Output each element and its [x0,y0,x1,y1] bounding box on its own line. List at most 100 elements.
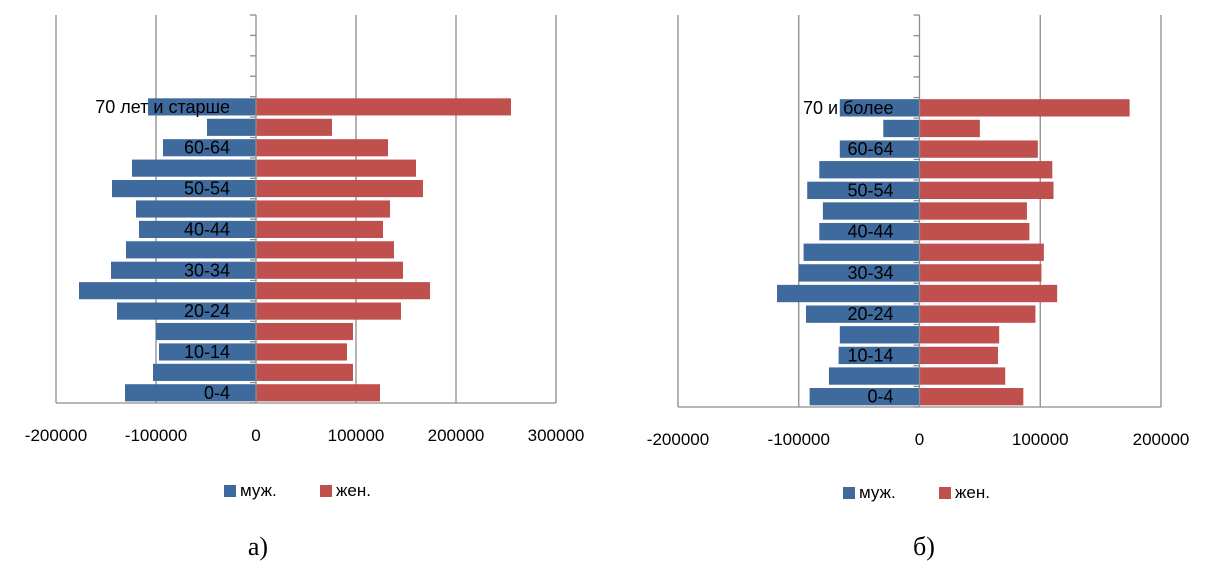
bar-female [919,119,980,138]
category-label: 0-4 [867,387,893,407]
bar-male [117,302,256,320]
category-label: 70 лет и старше [95,97,230,117]
x-tick-label: -100000 [125,426,187,445]
legend-swatch-male [843,487,855,499]
category-label: 0-4 [204,383,230,403]
bar-male [828,367,920,385]
category-label: 60-64 [847,139,893,159]
legend-swatch-female [320,485,332,497]
legend-swatch-male [224,485,236,497]
bar-female [919,140,1038,158]
legend-label-male: муж. [240,481,277,500]
bar-female [256,200,390,218]
bar-female [256,261,403,279]
bar-female [256,363,353,381]
x-tick-label: -100000 [768,430,830,449]
bar-male [839,99,920,117]
bar-male [132,159,256,177]
bar-female [919,305,1036,323]
x-tick-label: 0 [251,426,260,445]
chart-caption: а) [248,532,268,561]
bar-female [256,220,383,238]
legend-label-female: жен. [955,483,990,502]
bar-male [883,119,920,138]
x-tick-label: -200000 [647,430,709,449]
bar-male [807,181,920,200]
bar-female [256,343,347,361]
bar-female [256,180,423,198]
bar-male [803,243,920,261]
bar-female [919,284,1058,303]
bar-male [148,98,256,116]
chart-svg: -200000 -100000 0 100000 200000 0-4 10-14 20-24… [647,14,1190,561]
bar-female [919,161,1053,179]
x-tick-label: 100000 [1012,430,1069,449]
bar-female [256,241,394,259]
chart-svg: -200000 -100000 0 100000 200000 300000 0-4 10-1… [25,14,585,561]
pyramid-chart-b: -200000 -100000 0 100000 200000 0-4 10-14 20-24… [605,0,1205,573]
legend-swatch-female [939,487,951,499]
bar-male [822,202,920,220]
x-tick-label: -200000 [25,426,87,445]
bar-male [207,118,256,136]
category-label: 10-14 [184,342,230,362]
bar-female [256,322,353,341]
category-label: 50-54 [847,180,893,200]
bar-male [839,326,920,344]
bar-female [256,302,401,320]
category-label: 20-24 [184,301,230,321]
category-label: 60-64 [184,138,230,158]
bar-male [805,305,920,323]
category-label: 40-44 [184,219,230,239]
bar-male [839,140,920,158]
bar-female [919,346,998,365]
chart-caption: б) [913,532,935,561]
bar-female [919,202,1027,220]
bar-male [112,180,256,198]
bar-female [256,384,380,402]
bar-male [838,346,920,365]
bar-female [919,264,1042,282]
bar-female [919,243,1044,261]
bar-female [256,139,388,157]
bar-female [919,367,1006,385]
bar-female [919,222,1030,241]
bar-female [256,282,430,300]
category-label: 20-24 [847,304,893,324]
bar-female [919,181,1054,200]
x-tick-label: 200000 [1133,430,1190,449]
bar-male [125,384,256,402]
x-tick-label: 100000 [328,426,385,445]
bar-male [159,343,256,361]
bar-male [111,261,256,279]
bar-male [809,388,920,406]
category-label: 40-44 [847,222,893,242]
bar-male [153,363,256,381]
bar-female [256,159,416,177]
category-label: 70 и более [803,98,894,118]
pyramid-chart-a: -200000 -100000 0 100000 200000 300000 0-4 10-1… [0,0,600,573]
bar-female [919,99,1130,117]
category-label: 50-54 [184,179,230,199]
x-tick-label: 0 [915,430,924,449]
category-label: 30-34 [847,263,893,283]
bar-male [139,220,256,238]
bar-female [256,98,511,116]
bar-male [79,282,256,300]
bar-female [919,326,1000,344]
bar-male [136,200,256,218]
category-label: 30-34 [184,260,230,280]
bar-male [819,161,920,179]
bar-male [798,264,920,282]
bar-female [919,388,1024,406]
legend-label-female: жен. [336,481,371,500]
bar-male [819,222,920,241]
bar-male [777,284,920,303]
x-tick-label: 300000 [528,426,585,445]
category-label: 10-14 [847,345,893,365]
bar-male [126,241,256,259]
bar-male [163,139,256,157]
legend-label-male: муж. [859,483,896,502]
bar-male [156,322,256,341]
bar-female [256,118,332,136]
